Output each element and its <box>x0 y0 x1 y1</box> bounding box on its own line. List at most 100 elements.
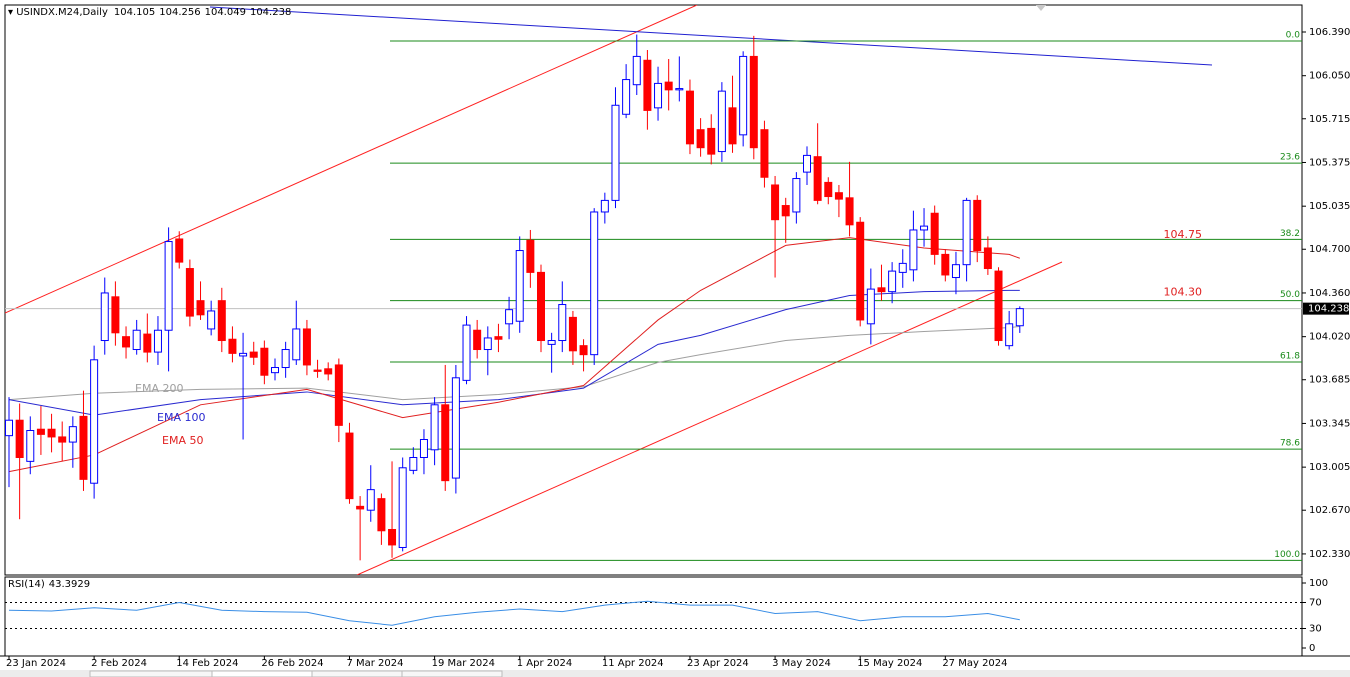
candle-body <box>600 199 609 213</box>
y-tick-label: 104.700 <box>1309 244 1350 255</box>
rsi-value: 43.3929 <box>49 579 90 590</box>
candle-body <box>313 369 322 372</box>
y-tick-label: 106.050 <box>1309 71 1350 82</box>
tab[interactable] <box>211 670 313 677</box>
candle-body <box>473 329 482 351</box>
ema-line <box>8 325 1020 401</box>
candle-body <box>260 347 269 376</box>
candle-body <box>100 292 109 342</box>
symbol: USINDX.M24,Daily <box>16 7 108 18</box>
candle-body <box>643 59 652 111</box>
candle-body <box>185 268 194 317</box>
candle-body <box>388 528 397 546</box>
high-value: 104.256 <box>159 7 200 18</box>
candle-body <box>1015 308 1024 327</box>
rsi-y-tick-label: 0 <box>1309 643 1315 654</box>
x-tick-label: 14 Feb 2024 <box>176 658 238 669</box>
candle-body <box>760 129 769 178</box>
candle-body <box>951 264 960 279</box>
rsi-header: RSI(14) 43.3929 <box>8 579 90 590</box>
candle-body <box>505 309 514 325</box>
candle-body <box>962 199 971 266</box>
candle-body <box>685 90 694 145</box>
resistance-line <box>209 6 1213 66</box>
candle-body <box>866 288 875 325</box>
fib-label: 78.6 <box>1280 439 1300 449</box>
y-tick-label: 102.670 <box>1309 505 1350 516</box>
candle-body <box>856 221 865 321</box>
candle-body <box>834 192 843 200</box>
x-tick-label: 19 Mar 2024 <box>432 658 495 669</box>
y-tick-label: 104.020 <box>1309 332 1350 343</box>
candle-body <box>803 154 811 173</box>
candle-body <box>26 430 35 462</box>
lower-channel-line <box>356 261 1063 575</box>
candle-body <box>983 247 992 270</box>
x-tick-label: 11 Apr 2024 <box>602 658 664 669</box>
y-tick-label: 103.685 <box>1309 375 1350 386</box>
price-annotation: 104.75 <box>1164 228 1203 241</box>
candle-body <box>888 270 897 293</box>
plot-frame <box>4 4 1303 576</box>
candle-body <box>302 328 311 366</box>
y-tick-label: 102.330 <box>1309 549 1350 560</box>
fib-label: 23.6 <box>1280 153 1300 163</box>
candle-body <box>281 349 290 369</box>
candle-body <box>898 262 907 273</box>
candle-body <box>377 498 386 532</box>
candle-body <box>207 310 216 330</box>
candle-body <box>324 368 333 375</box>
candle-body <box>5 419 13 437</box>
candle-body <box>143 333 152 353</box>
axes: 106.390 106.050 105.715 105.375 105.035 104.7… <box>0 27 1350 669</box>
candle-body <box>153 329 162 353</box>
x-tick-label: 15 May 2024 <box>857 658 922 669</box>
x-tick-label: 23 Apr 2024 <box>687 658 749 669</box>
candle-body <box>47 428 56 438</box>
candle-body <box>590 211 599 356</box>
candle-body <box>398 467 407 548</box>
candle-body <box>494 336 503 340</box>
candle-body <box>441 404 450 482</box>
tab[interactable] <box>311 670 403 677</box>
fib-label: 61.8 <box>1280 351 1300 361</box>
candle-body <box>271 367 279 374</box>
candle-body <box>558 304 567 342</box>
shift-marker <box>1036 5 1046 11</box>
candle-body <box>68 426 77 443</box>
x-tick-label: 27 May 2024 <box>942 658 1007 669</box>
candle-body <box>611 104 620 201</box>
ema-label: EMA 100 <box>157 411 205 424</box>
tab[interactable] <box>401 670 503 677</box>
candle-body <box>462 324 471 381</box>
tab[interactable] <box>89 670 213 677</box>
candle-body <box>909 229 918 271</box>
y-tick-label: 104.360 <box>1309 288 1350 299</box>
y-tick-label: 103.345 <box>1309 418 1350 429</box>
x-tick-label: 3 May 2024 <box>772 658 831 669</box>
fib-label: 38.2 <box>1280 229 1300 239</box>
y-tick-label: 105.375 <box>1309 157 1350 168</box>
candle-body <box>249 351 258 358</box>
candle-body <box>973 199 982 252</box>
rsi-y-tick-label: 70 <box>1309 598 1322 609</box>
rsi-title: RSI(14) <box>8 579 45 590</box>
upper-channel-line <box>5 5 698 314</box>
candle-body <box>175 238 184 263</box>
candle-body <box>824 181 833 198</box>
ema-line <box>8 289 1020 416</box>
candle-body <box>430 404 439 451</box>
candle-body <box>36 428 45 435</box>
candle-body <box>813 156 822 201</box>
candle-body <box>58 436 67 443</box>
tab-bar <box>0 670 1350 677</box>
candle-body <box>526 239 535 273</box>
candle-body <box>845 197 854 226</box>
current-price-box <box>1303 302 1349 315</box>
candle-body <box>15 419 24 459</box>
candle-body <box>664 81 673 91</box>
candle-body <box>717 90 726 153</box>
candle-body <box>654 82 663 109</box>
y-tick-label: 103.005 <box>1309 462 1350 473</box>
